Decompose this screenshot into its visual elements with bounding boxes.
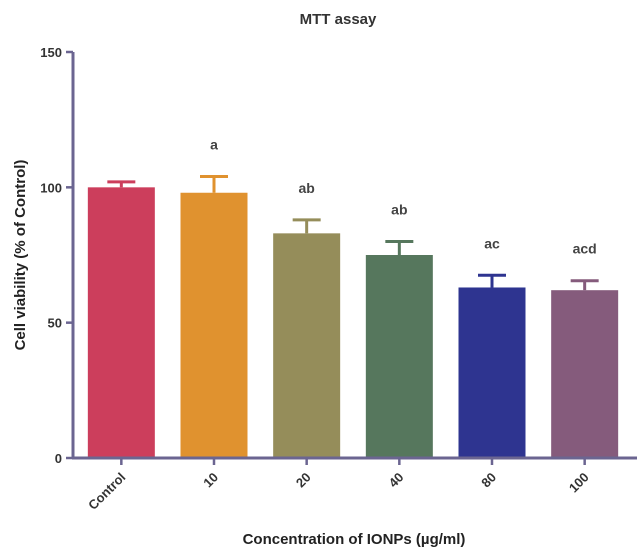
significance-label: ab bbox=[391, 201, 407, 217]
y-tick-label: 150 bbox=[40, 45, 62, 60]
chart-title: MTT assay bbox=[300, 11, 377, 28]
significance-label: a bbox=[210, 137, 218, 153]
x-tick-label: 20 bbox=[293, 470, 314, 491]
x-tick-label: 80 bbox=[478, 470, 499, 491]
x-tick-label: 10 bbox=[200, 470, 221, 491]
x-axis-label: Concentration of IONPs (µg/ml) bbox=[243, 531, 466, 548]
bar bbox=[87, 187, 155, 457]
x-tick-label: Control bbox=[85, 470, 128, 513]
bar bbox=[273, 233, 341, 457]
significance-label: ab bbox=[298, 180, 314, 196]
bar bbox=[458, 287, 526, 457]
significance-label: acd bbox=[573, 241, 597, 257]
y-tick-label: 100 bbox=[40, 180, 62, 195]
bar bbox=[180, 192, 248, 457]
x-tick-label: 100 bbox=[566, 470, 592, 496]
y-tick-label: 0 bbox=[55, 451, 62, 466]
y-tick-label: 50 bbox=[48, 316, 62, 331]
y-axis-label: Cell viability (% of Control) bbox=[12, 160, 29, 351]
bar bbox=[365, 255, 433, 457]
significance-label: ac bbox=[484, 235, 500, 251]
x-tick-label: 40 bbox=[386, 470, 407, 491]
bar bbox=[551, 290, 619, 457]
